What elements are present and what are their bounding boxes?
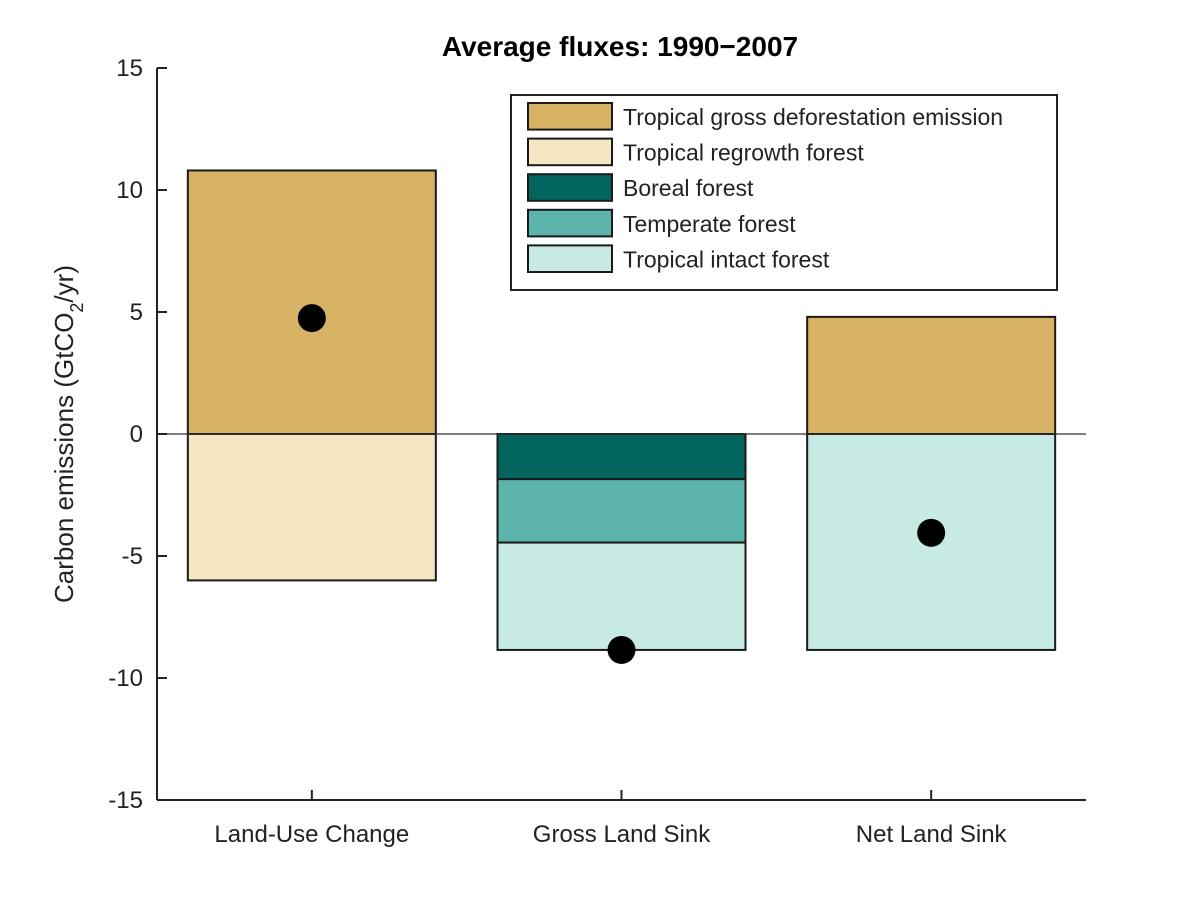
y-axis-label-unit: /yr) <box>49 265 79 303</box>
net-points-layer <box>297 304 946 664</box>
net-point <box>607 635 636 664</box>
legend-label: Tropical intact forest <box>623 246 830 272</box>
y-tick-label: 0 <box>130 421 143 448</box>
y-tick-label: 5 <box>130 299 143 326</box>
y-axis-label-subscript: 2 <box>67 303 87 313</box>
y-tick-label: -10 <box>108 665 143 692</box>
legend-swatch <box>527 102 613 131</box>
net-point <box>917 518 946 547</box>
net-point <box>297 304 326 333</box>
legend: Tropical gross deforestation emission Tro… <box>510 94 1058 291</box>
y-tick-label: 15 <box>116 55 143 82</box>
legend-swatch <box>527 244 613 273</box>
y-tick-label: -15 <box>108 787 143 814</box>
y-tick-label: -5 <box>122 543 143 570</box>
legend-label: Tropical regrowth forest <box>623 140 864 166</box>
y-tick-label: 10 <box>116 177 143 204</box>
legend-label: Tropical gross deforestation emission <box>623 104 1003 130</box>
legend-label: Temperate forest <box>623 211 796 237</box>
bar-segment <box>496 433 747 481</box>
bar-segment <box>496 541 747 651</box>
x-tick-label: Net Land Sink <box>856 821 1008 848</box>
y-axis-label: Carbon emissions (GtCO2/yr) <box>49 265 87 603</box>
bar-segment <box>186 169 437 435</box>
legend-swatch <box>527 208 613 238</box>
axes: 15 10 5 0 -5 -10 -15 Land-Use Change Gross Land … <box>108 55 1086 848</box>
bar-segment <box>496 478 747 544</box>
legend-swatch <box>527 137 613 167</box>
bar-segment <box>186 433 437 582</box>
bar-segment <box>806 315 1057 436</box>
bars-layer <box>186 169 1057 651</box>
legend-label: Boreal forest <box>623 175 754 201</box>
chart-title: Average fluxes: 1990−2007 <box>442 31 798 62</box>
x-tick-label: Land-Use Change <box>214 821 409 848</box>
legend-swatch <box>527 173 613 202</box>
y-axis-label-main: Carbon emissions (GtCO <box>49 313 79 603</box>
x-tick-label: Gross Land Sink <box>533 821 711 848</box>
